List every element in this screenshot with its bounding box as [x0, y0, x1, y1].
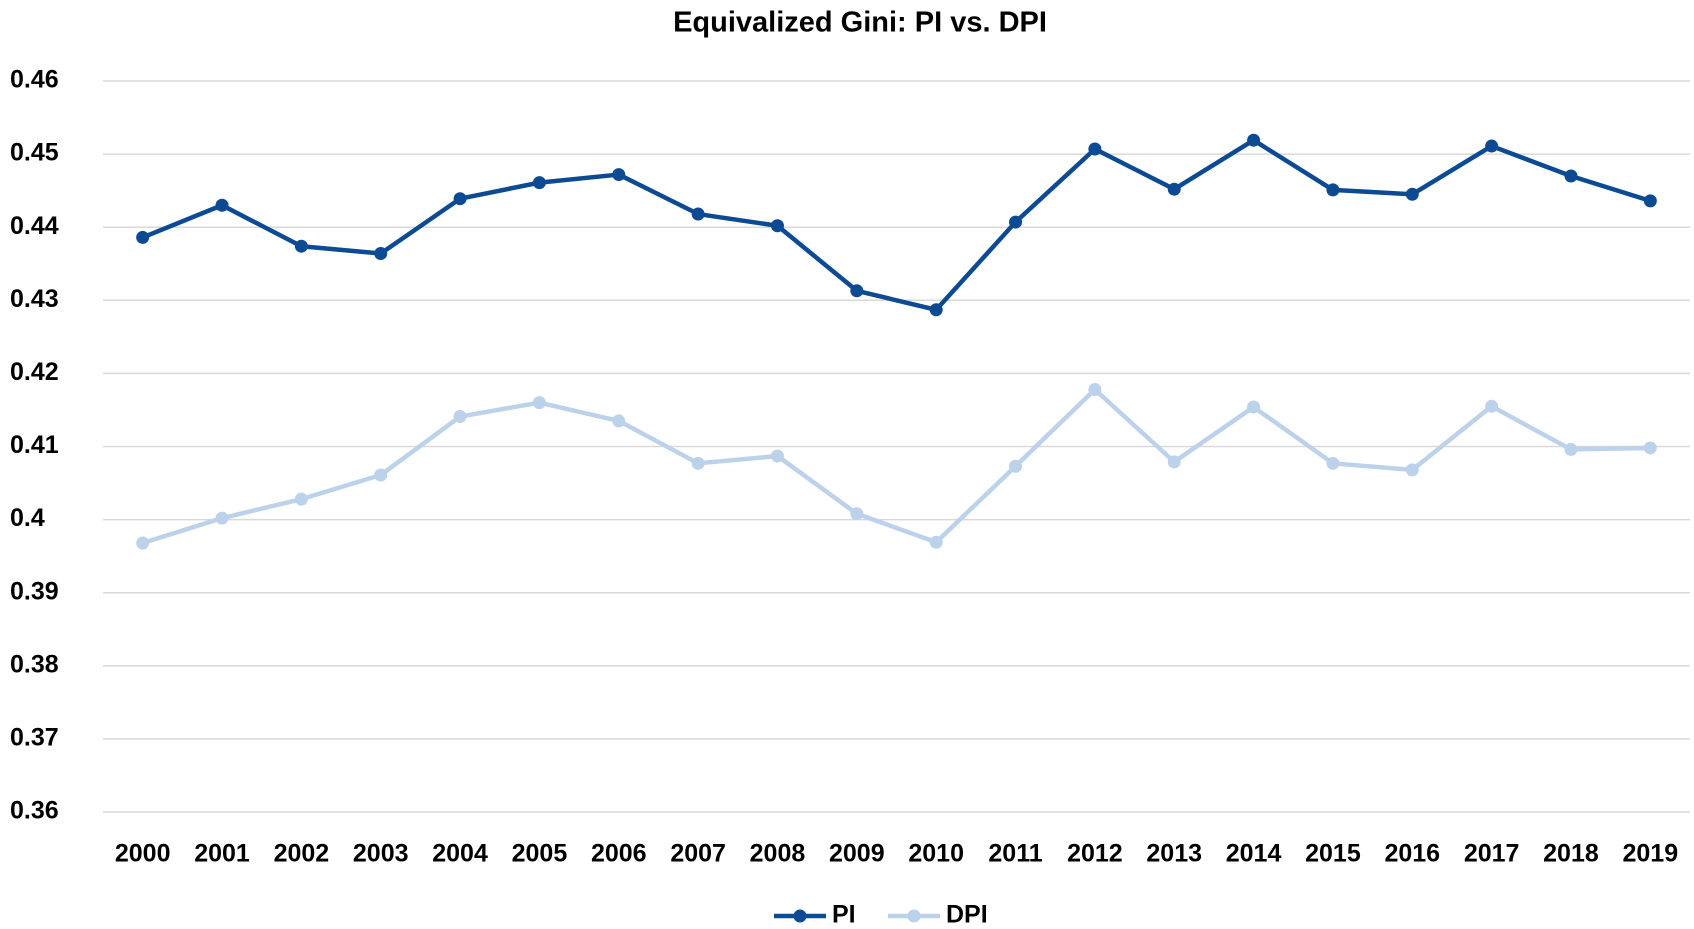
data-point [1485, 139, 1499, 153]
data-point [691, 207, 705, 221]
x-tick-label: 2013 [1146, 840, 1202, 868]
y-tick-label: 0.45 [10, 139, 59, 167]
data-point [294, 492, 308, 506]
x-tick-label: 2002 [274, 840, 330, 868]
y-tick-label: 0.38 [10, 650, 59, 678]
x-tick-label: 2006 [591, 840, 647, 868]
data-point [1247, 133, 1261, 147]
x-tick-label: 2014 [1226, 840, 1282, 868]
data-point [453, 410, 467, 424]
x-tick-label: 2004 [432, 840, 488, 868]
y-tick-label: 0.39 [10, 577, 59, 605]
legend-label: DPI [946, 901, 988, 929]
data-point [532, 396, 546, 410]
data-point [1564, 442, 1578, 456]
data-point [1326, 183, 1340, 197]
y-tick-label: 0.37 [10, 724, 59, 752]
y-tick-label: 0.42 [10, 358, 59, 386]
x-tick-label: 2007 [670, 840, 726, 868]
data-point [850, 507, 864, 521]
data-point [1485, 399, 1499, 413]
legend-label: PI [832, 901, 856, 929]
data-point [612, 414, 626, 428]
y-tick-label: 0.41 [10, 431, 59, 459]
x-tick-label: 2015 [1305, 840, 1361, 868]
data-point [1643, 194, 1657, 208]
data-point [1167, 455, 1181, 469]
data-point [1167, 182, 1181, 196]
data-point [1405, 187, 1419, 201]
data-point [215, 198, 229, 212]
y-tick-label: 0.44 [10, 212, 59, 240]
x-tick-label: 2005 [512, 840, 568, 868]
x-tick-label: 2008 [750, 840, 806, 868]
data-point [1009, 215, 1023, 229]
series-line [141, 137, 1651, 313]
data-point [1088, 142, 1102, 156]
data-point [136, 536, 150, 550]
data-point [374, 468, 388, 482]
data-point [770, 449, 784, 463]
x-tick-label: 2019 [1623, 840, 1679, 868]
y-tick-label: 0.43 [10, 285, 59, 313]
data-point [453, 192, 467, 206]
data-point [1564, 169, 1578, 183]
data-point [691, 456, 705, 470]
legend-marker [793, 909, 807, 923]
x-tick-label: 2010 [908, 840, 964, 868]
data-point [1009, 459, 1023, 473]
y-tick-label: 0.4 [10, 504, 45, 532]
chart-title: Equivalized Gini: PI vs. DPI [673, 7, 1047, 39]
data-point [1088, 382, 1102, 396]
data-point [294, 239, 308, 253]
series-line [142, 387, 1651, 546]
data-point [1405, 463, 1419, 477]
y-tick-label: 0.36 [10, 797, 59, 825]
x-tick-label: 2003 [353, 840, 409, 868]
x-tick-label: 2011 [988, 840, 1042, 868]
legend-marker [907, 909, 921, 923]
x-tick-label: 2001 [194, 840, 250, 868]
data-point [532, 176, 546, 190]
data-point [1247, 400, 1261, 414]
data-point [850, 284, 864, 298]
data-point [1643, 441, 1657, 455]
data-point [1326, 456, 1340, 470]
data-point [929, 303, 943, 317]
y-tick-label: 0.46 [10, 66, 59, 94]
x-tick-label: 2009 [829, 840, 885, 868]
data-point [612, 168, 626, 182]
x-tick-label: 2012 [1067, 840, 1123, 868]
data-point [770, 219, 784, 233]
x-tick-label: 2000 [115, 840, 171, 868]
data-point [374, 247, 388, 261]
data-point [929, 535, 943, 549]
x-tick-label: 2016 [1384, 840, 1440, 868]
x-tick-label: 2017 [1464, 840, 1520, 868]
data-point [136, 230, 150, 244]
data-point [215, 511, 229, 525]
x-tick-label: 2018 [1543, 840, 1599, 868]
